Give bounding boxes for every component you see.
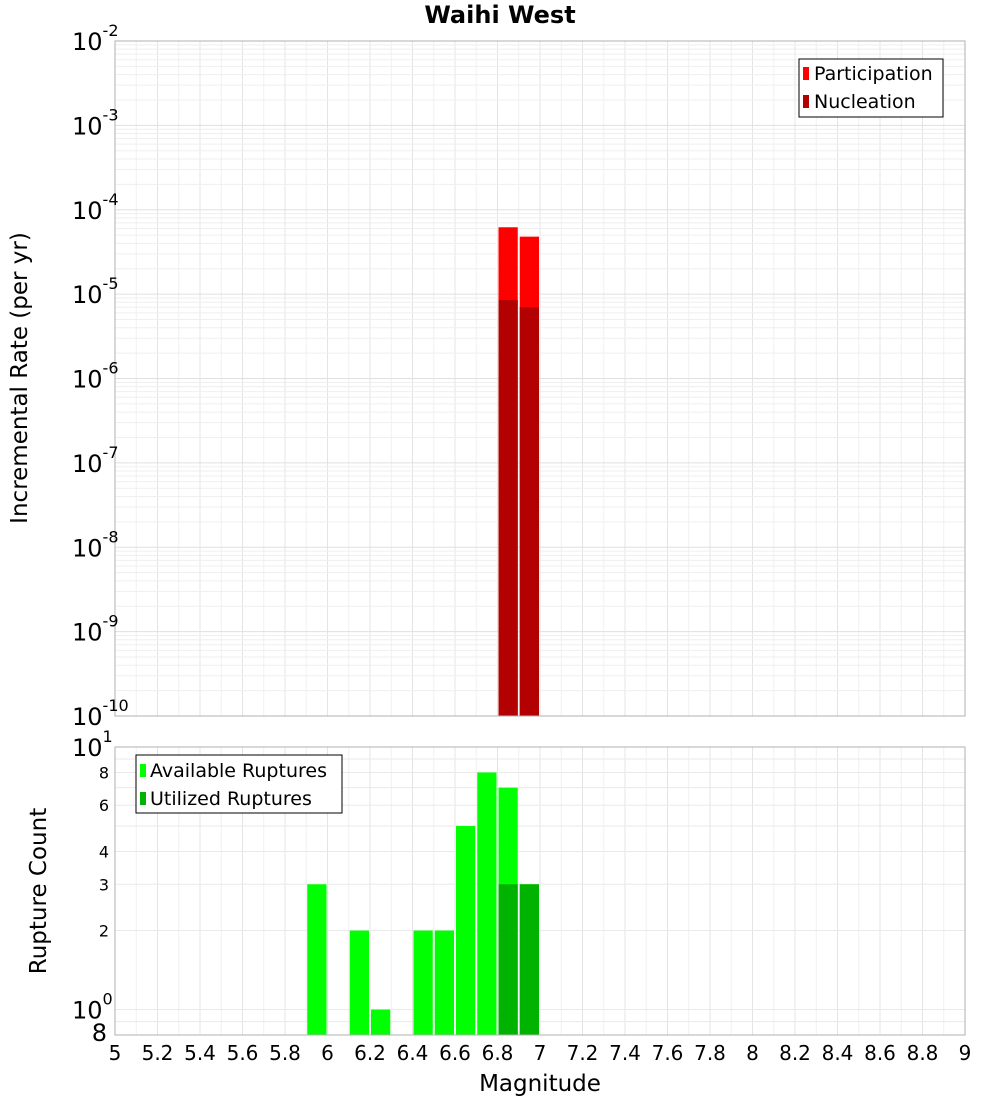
y-tick-label: 3	[99, 875, 109, 894]
x-tick-label: 6	[321, 1041, 334, 1065]
x-tick-label: 7.8	[694, 1041, 726, 1065]
y-tick-exponent: 0	[103, 990, 113, 1009]
x-tick-label: 7.6	[652, 1041, 684, 1065]
bottom-legend-box	[135, 754, 343, 814]
bottom-bar-utilized-ruptures	[519, 884, 539, 1035]
x-tick-label: 5.6	[227, 1041, 259, 1065]
legend-label-nucleation: Nucleation	[814, 91, 916, 113]
bottom-bar-available-ruptures	[349, 930, 369, 1035]
legend-label-participation: Participation	[814, 63, 933, 85]
y-tick-label: 10-9	[72, 612, 119, 647]
top-bar-nucleation	[498, 300, 518, 716]
y-tick-exponent: -10	[103, 696, 129, 715]
top-plot: 10-2 10-3 10-4 10-5 10-6 10-7 10-8 10-9 10-10 In…	[7, 21, 966, 731]
bottom-bar-available-ruptures	[434, 930, 454, 1035]
x-tick-label: 8.4	[822, 1041, 854, 1065]
bottom-bar-available-ruptures	[371, 1009, 391, 1035]
y-tick-label: 10-10	[72, 696, 129, 731]
legend-label-utilized: Utilized Ruptures	[150, 788, 312, 810]
y-tick-label: 8	[92, 1019, 107, 1047]
y-tick-label: 10-4	[72, 190, 119, 225]
y-tick-label: 101	[72, 727, 113, 762]
y-tick-label: 4	[99, 842, 109, 861]
y-tick-exponent: -7	[103, 443, 119, 462]
y-tick-label: 10-2	[72, 21, 119, 56]
x-tick-label: 6.6	[439, 1041, 471, 1065]
legend-swatch-participation	[803, 67, 809, 80]
x-axis-label: Magnitude	[479, 1071, 601, 1097]
x-tick-label: 8	[746, 1041, 759, 1065]
bottom-y-axis-label: Rupture Count	[26, 808, 52, 974]
y-tick-label: 2	[99, 922, 109, 941]
x-tick-label: 5	[109, 1041, 122, 1065]
top-gridlines	[114, 41, 966, 717]
y-tick-label: 10-8	[72, 527, 119, 562]
legend-swatch-utilized	[140, 792, 146, 805]
y-tick-label: 6	[99, 796, 109, 815]
y-tick-label: 10-6	[72, 359, 119, 394]
legend-swatch-available	[140, 764, 146, 777]
bottom-bar-available-ruptures	[413, 930, 433, 1035]
top-legend: Participation Nucleation	[798, 58, 944, 118]
top-legend-box	[798, 58, 944, 118]
bottom-bars	[307, 772, 539, 1035]
x-tick-label: 8.8	[907, 1041, 939, 1065]
legend-label-available: Available Ruptures	[150, 760, 327, 782]
y-tick-exponent: -3	[103, 105, 119, 124]
x-tick-label: 6.2	[354, 1041, 386, 1065]
x-tick-label: 6.8	[482, 1041, 514, 1065]
x-tick-label: 7.4	[609, 1041, 641, 1065]
y-tick-exponent: -5	[103, 274, 119, 293]
bottom-bar-utilized-ruptures	[498, 884, 518, 1035]
x-tick-label: 6.4	[397, 1041, 429, 1065]
y-tick-exponent: -9	[103, 612, 119, 631]
bottom-legend: Available Ruptures Utilized Ruptures	[135, 754, 343, 814]
chart-title: Waihi West	[424, 1, 575, 29]
y-tick-exponent: 1	[103, 727, 113, 746]
x-tick-label: 9	[959, 1041, 972, 1065]
bottom-bar-available-ruptures	[456, 826, 476, 1035]
x-tick-label: 7.2	[567, 1041, 599, 1065]
x-tick-label: 5.2	[142, 1041, 174, 1065]
bottom-bar-available-ruptures	[307, 884, 327, 1035]
top-plot-border	[114, 40, 966, 717]
y-tick-exponent: -2	[103, 21, 119, 40]
x-tick-label: 8.2	[779, 1041, 811, 1065]
x-tick-label: 5.8	[269, 1041, 301, 1065]
x-tick-labels: 5 5.2 5.4 5.6 5.8 6 6.2 6.4 6.6 6.8 7 7.2 7.4 7.6 7.8 8…	[109, 1041, 972, 1065]
legend-swatch-nucleation	[803, 95, 809, 108]
y-tick-label: 10-3	[72, 105, 119, 140]
top-bar-nucleation	[519, 307, 539, 716]
x-tick-label: 5.4	[184, 1041, 216, 1065]
x-tick-label: 7	[534, 1041, 547, 1065]
y-tick-exponent: -4	[103, 190, 119, 209]
y-tick-label: 8	[99, 763, 109, 782]
x-tick-label: 8.6	[864, 1041, 896, 1065]
bottom-plot-border	[114, 746, 966, 1036]
top-bars	[498, 227, 539, 716]
y-tick-label: 10-7	[72, 443, 119, 478]
y-tick-exponent: -8	[103, 527, 119, 546]
bottom-bar-available-ruptures	[477, 772, 497, 1035]
top-y-axis-label: Incremental Rate (per yr)	[7, 232, 33, 524]
y-tick-exponent: -6	[103, 359, 119, 378]
y-tick-label: 10-5	[72, 274, 119, 309]
